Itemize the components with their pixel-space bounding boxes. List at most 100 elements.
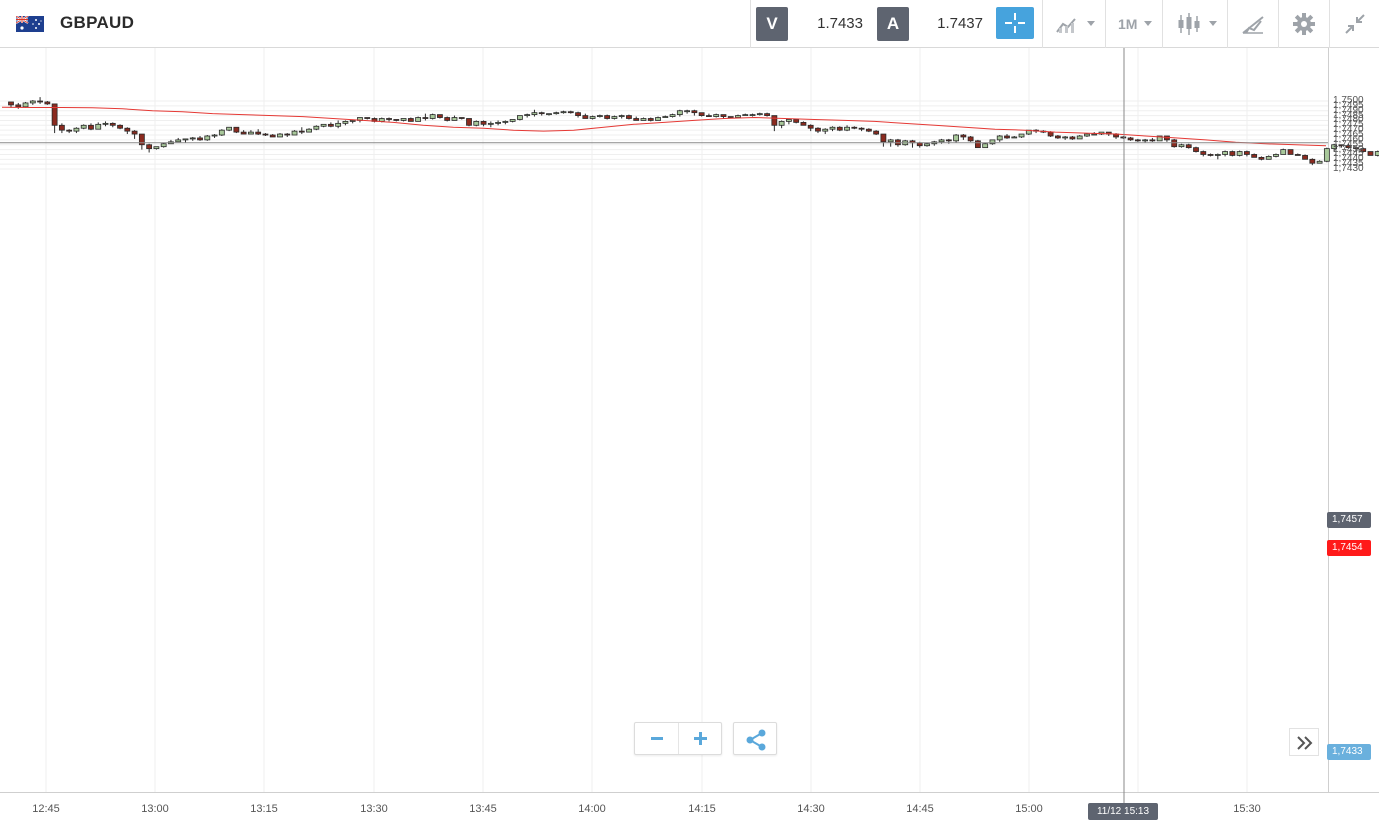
candle-bearish <box>865 128 872 132</box>
candle-bullish <box>989 139 996 145</box>
candle-bullish <box>487 122 494 125</box>
candle-bullish <box>596 115 603 117</box>
candle-bearish <box>1287 149 1294 155</box>
toolbar-divider <box>1105 0 1106 48</box>
candlestick-type-icon <box>1178 13 1200 35</box>
price-axis-label: 1,7490 <box>1333 104 1364 116</box>
minus-icon <box>651 737 663 740</box>
candle-bullish <box>277 133 283 138</box>
candle-bullish <box>517 115 523 120</box>
candle-bearish <box>1360 148 1367 152</box>
candle-bullish <box>502 121 509 123</box>
candle-bearish <box>1054 135 1061 139</box>
candle-bearish <box>647 118 654 121</box>
candle-bullish <box>953 134 959 142</box>
compare-button[interactable] <box>1043 0 1105 48</box>
candle-bearish <box>1244 151 1250 155</box>
candle-bullish <box>887 139 894 143</box>
timeframe-selector[interactable]: 1M <box>1106 0 1162 48</box>
time-axis-label: 13:00 <box>141 803 169 815</box>
australia-uk-flag-icon <box>16 16 44 32</box>
candle-bearish <box>88 124 94 130</box>
collapse-button[interactable] <box>1330 0 1379 48</box>
candle-bearish <box>1294 154 1301 156</box>
double-chevron-right-icon <box>1297 736 1313 750</box>
bid-label[interactable]: V <box>756 7 788 41</box>
crosshair-icon <box>1005 13 1025 33</box>
candle-bearish <box>393 119 400 121</box>
candle-bullish <box>546 113 552 116</box>
candle-bullish <box>182 138 189 141</box>
price-chart[interactable] <box>0 48 1379 825</box>
candle-bullish <box>778 121 785 126</box>
candle-bullish <box>400 118 407 121</box>
share-button[interactable] <box>733 722 777 755</box>
candle-bearish <box>8 101 14 106</box>
ask-label[interactable]: A <box>877 7 909 41</box>
candle-bullish <box>211 134 218 137</box>
candle-bearish <box>1207 154 1214 156</box>
candle-bullish <box>713 114 720 117</box>
candle-bearish <box>706 115 712 117</box>
candle-bearish <box>873 130 880 135</box>
price-axis-label: 1,7455 <box>1333 138 1364 150</box>
price-axis-label: 1,7450 <box>1333 143 1364 155</box>
chart-type-button[interactable] <box>1163 0 1227 48</box>
price-axis-label: 1,7495 <box>1333 99 1364 111</box>
candle-bearish <box>604 115 611 119</box>
price-axis-label: 1,7460 <box>1333 133 1364 145</box>
collapse-arrows-icon <box>1345 14 1365 34</box>
candle-bullish <box>248 131 254 135</box>
time-axis-label: 13:15 <box>250 803 278 815</box>
candle-bullish <box>531 112 538 116</box>
price-axis-label: 1,7440 <box>1333 153 1364 165</box>
candle-bearish <box>880 133 887 143</box>
time-axis-label: 15:30 <box>1233 803 1261 815</box>
price-axis-label: 1,7500 <box>1333 95 1364 106</box>
bid-price[interactable]: 1.7433 <box>817 15 863 32</box>
candle-bearish <box>1251 154 1258 158</box>
candle-bullish <box>95 123 102 130</box>
zoom-in-button[interactable] <box>679 723 722 754</box>
candle-bullish <box>756 113 763 116</box>
candle-bearish <box>836 126 843 131</box>
time-axis-label: 12:45 <box>32 803 60 815</box>
candle-bearish <box>327 123 334 127</box>
candle-bearish <box>458 117 465 119</box>
candle-bearish <box>575 112 581 116</box>
settings-button[interactable] <box>1279 0 1329 48</box>
candle-bearish <box>386 118 392 120</box>
candle-bullish <box>1214 154 1221 156</box>
candle-bullish <box>451 117 458 121</box>
candle-bullish <box>655 117 661 121</box>
drawing-tools-button[interactable] <box>1228 0 1278 48</box>
toolbar-divider <box>1162 0 1163 48</box>
candle-bearish <box>793 119 800 123</box>
ma-price-badge: 1,7454 <box>1327 540 1371 556</box>
zoom-out-button[interactable] <box>635 723 679 754</box>
candle-bearish <box>626 115 632 119</box>
candle-bullish <box>749 114 756 117</box>
candle-bearish <box>480 121 487 125</box>
price-axis-label: 1,7480 <box>1333 114 1364 126</box>
candle-bearish <box>262 133 269 136</box>
ask-price[interactable]: 1.7437 <box>937 15 983 32</box>
chart-canvas[interactable] <box>0 48 1379 825</box>
candle-bearish <box>1302 155 1308 160</box>
candle-bearish <box>1134 139 1141 142</box>
candle-bearish <box>538 112 545 115</box>
candle-bullish <box>175 139 182 143</box>
candle-bullish <box>80 124 87 129</box>
candle-bullish <box>218 129 225 136</box>
crosshair-price-badge: 1,7457 <box>1327 512 1371 528</box>
crosshair-button[interactable] <box>996 7 1034 39</box>
candle-bullish <box>160 143 167 148</box>
candle-bearish <box>771 115 778 126</box>
candle-bearish <box>975 140 981 149</box>
candle-bearish <box>131 130 138 135</box>
scroll-to-latest-button[interactable] <box>1289 728 1319 756</box>
moving-average-line <box>1 106 1327 147</box>
candle-bullish <box>1331 144 1338 150</box>
candle-bearish <box>51 103 58 126</box>
candle-bullish <box>785 119 792 122</box>
